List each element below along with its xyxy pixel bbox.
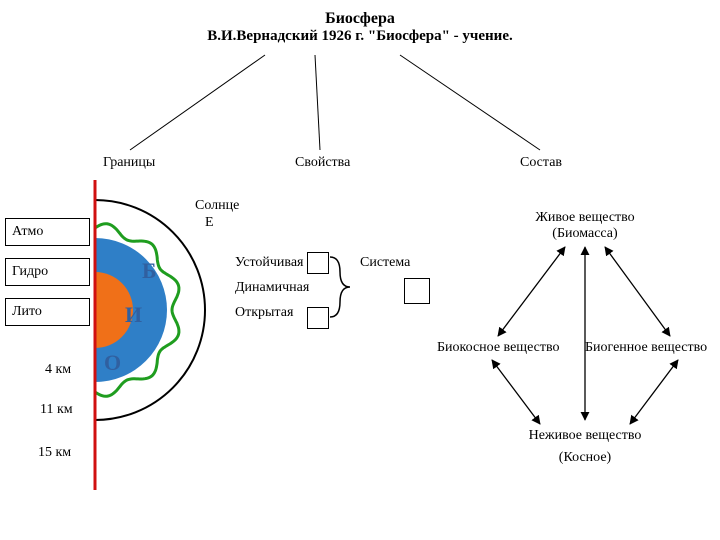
symbox-open [307, 307, 329, 329]
bio-b: Б [142, 258, 157, 284]
depth-11km: 11 км [40, 402, 73, 418]
comp-living-l2: (Биомасса) [515, 226, 655, 242]
comp-biogen: Биогенное вещество [585, 340, 707, 356]
sun-label: Солнце [195, 198, 239, 214]
comp-nonliving: Неживое вещество (Косное) [515, 428, 655, 466]
comp-biokos: Биокосное вещество [437, 340, 560, 356]
comp-nonliving-l2: (Косное) [515, 450, 655, 466]
layer-gidro: Гидро [5, 258, 90, 286]
bio-i: И [125, 302, 142, 328]
branch-composition: Состав [520, 155, 562, 171]
prop-stable: Устойчивая [235, 255, 303, 271]
layer-atmo: Атмо [5, 218, 90, 246]
branch-boundaries: Границы [103, 155, 155, 171]
prop-open: Открытая [235, 305, 293, 321]
system-box [404, 278, 430, 304]
depth-15km: 15 км [38, 445, 71, 461]
comp-nonliving-l1: Неживое вещество [515, 428, 655, 444]
sun-e: Е [205, 215, 214, 231]
layer-lito: Лито [5, 298, 90, 326]
branch-properties: Свойства [295, 155, 350, 171]
comp-living: Живое вещество (Биомасса) [515, 210, 655, 242]
comp-living-l1: Живое вещество [515, 210, 655, 226]
system-label: Система [360, 255, 410, 271]
bio-o: О [104, 350, 121, 376]
prop-dynamic: Динамичная [235, 280, 309, 296]
symbox-stable [307, 252, 329, 274]
depth-4km: 4 км [45, 362, 71, 378]
